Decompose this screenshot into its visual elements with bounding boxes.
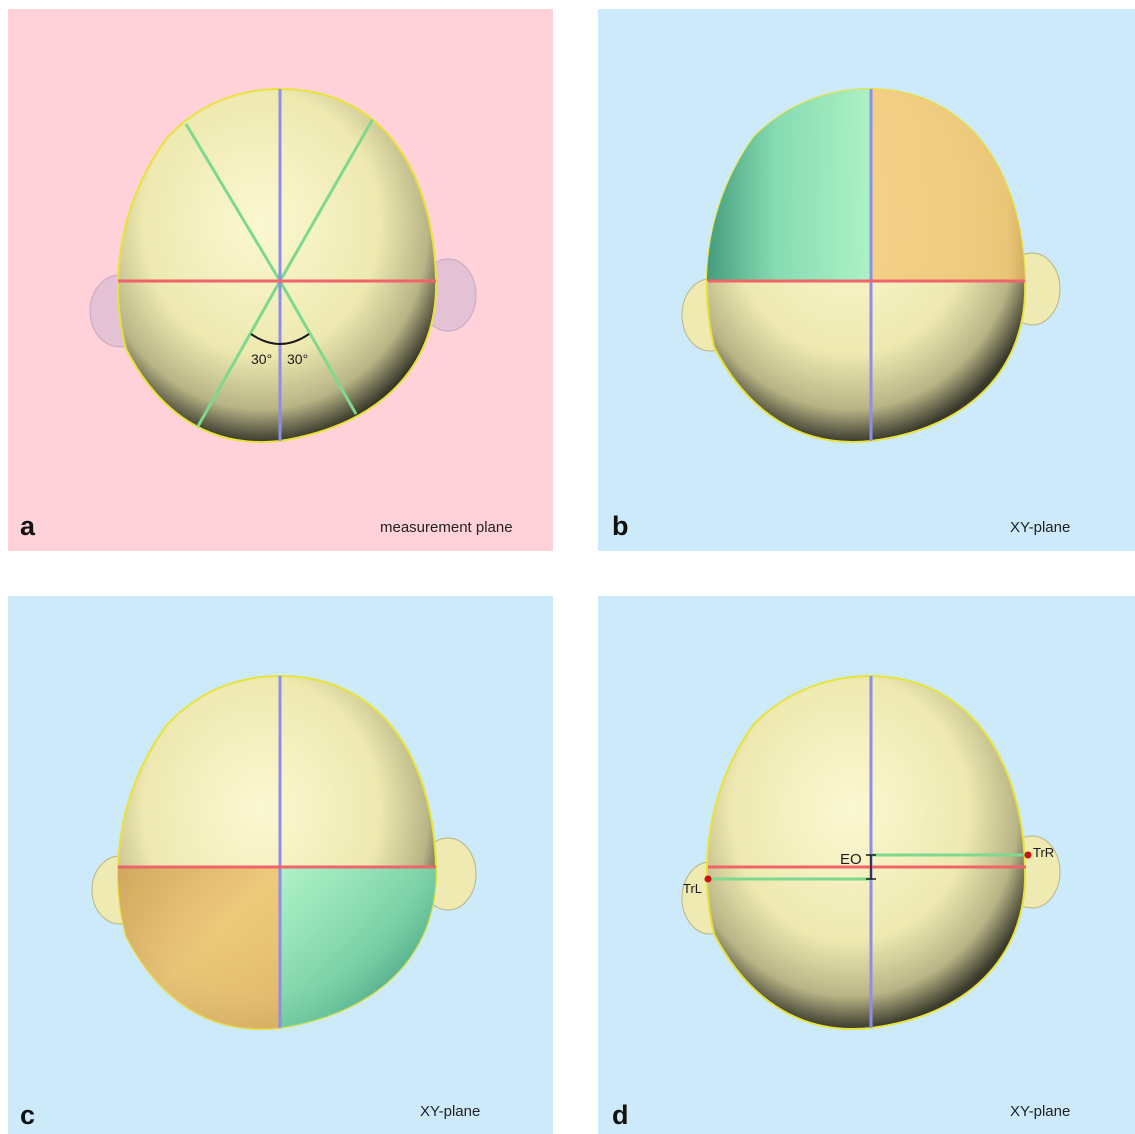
panel-a: 30° 30° a measurement plane	[8, 9, 553, 551]
offset-label: EO	[840, 851, 862, 868]
plane-label: XY-plane	[420, 1103, 481, 1120]
landmark-trr	[1024, 851, 1032, 859]
angle-label-right: 30°	[287, 351, 308, 367]
quadrant-lower-left	[118, 867, 280, 1030]
panel-letter: c	[20, 1100, 36, 1130]
oblique-line-lower-left	[186, 280, 282, 443]
panel-letter: a	[20, 511, 36, 541]
landmark-trl	[704, 875, 712, 883]
panel-a-figure: 30° 30°	[89, 87, 477, 443]
oblique-line-left	[184, 123, 282, 282]
angle-label-left: 30°	[251, 351, 272, 367]
panel-c-figure	[91, 674, 477, 1030]
landmark-label-right: TrR	[1033, 845, 1054, 860]
plane-label: XY-plane	[1010, 1103, 1071, 1120]
quadrant-lower-right	[280, 867, 437, 1030]
skull	[117, 87, 438, 443]
landmark-label-left: TrL	[683, 881, 702, 896]
panel-letter: d	[612, 1100, 629, 1130]
panel-c: c XY-plane	[8, 596, 553, 1134]
skull	[705, 674, 1027, 1030]
oblique-line-lower-right	[278, 280, 358, 415]
panel-b: b XY-plane	[598, 9, 1135, 551]
quadrant-upper-left	[706, 89, 871, 281]
panel-b-figure	[681, 87, 1061, 443]
plane-label: XY-plane	[1010, 519, 1071, 536]
panel-letter: b	[612, 511, 629, 541]
panel-d-figure: EO TrR TrL	[681, 674, 1061, 1030]
panel-d: EO TrR TrL d XY-plane	[598, 596, 1135, 1134]
quadrant-upper-right	[871, 89, 1026, 281]
oblique-line-right	[278, 116, 376, 282]
angle-arc	[250, 333, 310, 345]
plane-label: measurement plane	[380, 519, 513, 536]
